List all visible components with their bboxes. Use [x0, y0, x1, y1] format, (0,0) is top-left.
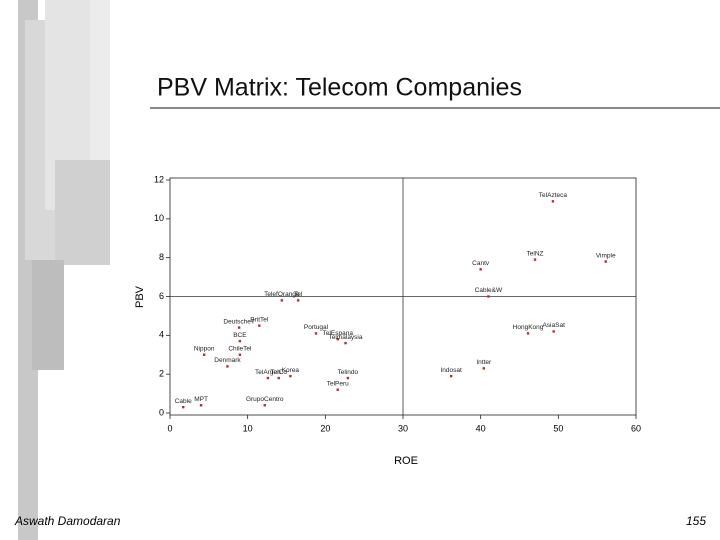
point-label: Telindo: [338, 369, 359, 376]
point-label: AsiaSat: [542, 322, 565, 329]
point-label: TelArgen: [255, 369, 281, 376]
point: [526, 332, 530, 335]
point: [237, 326, 241, 329]
point: [277, 376, 280, 380]
y-tick-label: 0: [159, 407, 164, 417]
y-tick-label: 6: [159, 291, 164, 301]
y-axis-label: PBV: [134, 285, 146, 308]
point-label: GrupoCentro: [246, 396, 284, 403]
y-tick-label: 12: [154, 174, 164, 184]
point: [199, 404, 203, 407]
point-label: Nippon: [194, 345, 215, 352]
x-axis-label: ROE: [394, 455, 418, 467]
point-label: Cable: [175, 398, 192, 405]
x-tick-label: 50: [553, 423, 563, 433]
point-label: Cable&W: [475, 287, 503, 294]
point-label: Korea: [282, 367, 300, 374]
point-label: Portugal: [304, 324, 329, 331]
point: [533, 258, 537, 261]
point-label: BritTel: [250, 316, 269, 323]
point: [336, 388, 339, 391]
point-label: TelAzteca: [539, 192, 568, 199]
point-label: BCE: [233, 332, 247, 339]
point-label: Intter: [476, 359, 492, 366]
x-tick-label: 40: [476, 423, 486, 433]
point: [482, 367, 485, 370]
point-label: Tel: [294, 291, 303, 298]
point-label: TelPeru: [327, 380, 349, 387]
point: [314, 332, 318, 335]
point-label: ChileTel: [228, 345, 252, 352]
point-label: TelNZ: [527, 250, 544, 257]
x-tick-label: 10: [243, 423, 253, 433]
point: [344, 341, 347, 345]
point: [289, 374, 292, 378]
point: [552, 330, 555, 333]
point: [266, 376, 270, 380]
point: [280, 299, 284, 302]
decor: [90, 0, 110, 160]
point-label: TelEspana: [323, 330, 354, 337]
point-label: Indosat: [440, 367, 462, 374]
y-tick-label: 10: [154, 213, 164, 223]
point: [487, 295, 490, 298]
point: [551, 200, 555, 203]
y-tick-label: 2: [159, 369, 164, 379]
page-number: 155: [686, 514, 706, 528]
point: [263, 404, 266, 407]
y-tick-label: 8: [159, 252, 164, 262]
point: [296, 299, 300, 302]
point: [202, 353, 206, 356]
point: [238, 339, 242, 343]
point-label: HongKong: [513, 324, 544, 331]
point: [346, 376, 350, 380]
point: [182, 405, 185, 409]
point: [604, 260, 607, 263]
point-label: Telmalaysia: [329, 334, 363, 341]
point-label: TelefOrange: [264, 291, 300, 298]
point-label: DeutscheT: [223, 318, 254, 325]
point: [336, 338, 339, 341]
author: Aswath Damodaran: [14, 514, 121, 528]
decor: [55, 160, 110, 265]
point: [238, 353, 242, 356]
y-tick-label: 4: [159, 330, 164, 340]
slide-title: PBV Matrix: Telecom Companies: [157, 74, 522, 102]
point-label: Vimple: [596, 252, 616, 259]
point-label: TelCo: [270, 369, 287, 376]
x-tick-label: 0: [167, 423, 172, 433]
point-label: MPT: [194, 396, 208, 403]
x-tick-label: 60: [631, 423, 641, 433]
decor: [32, 260, 64, 370]
point-label: Cantv: [472, 260, 490, 267]
x-tick-label: 30: [398, 423, 408, 433]
point: [258, 324, 261, 327]
point: [226, 365, 229, 368]
x-tick-label: 20: [320, 423, 330, 433]
point: [449, 374, 453, 378]
point: [479, 268, 482, 271]
point-label: Denmark: [214, 357, 241, 364]
